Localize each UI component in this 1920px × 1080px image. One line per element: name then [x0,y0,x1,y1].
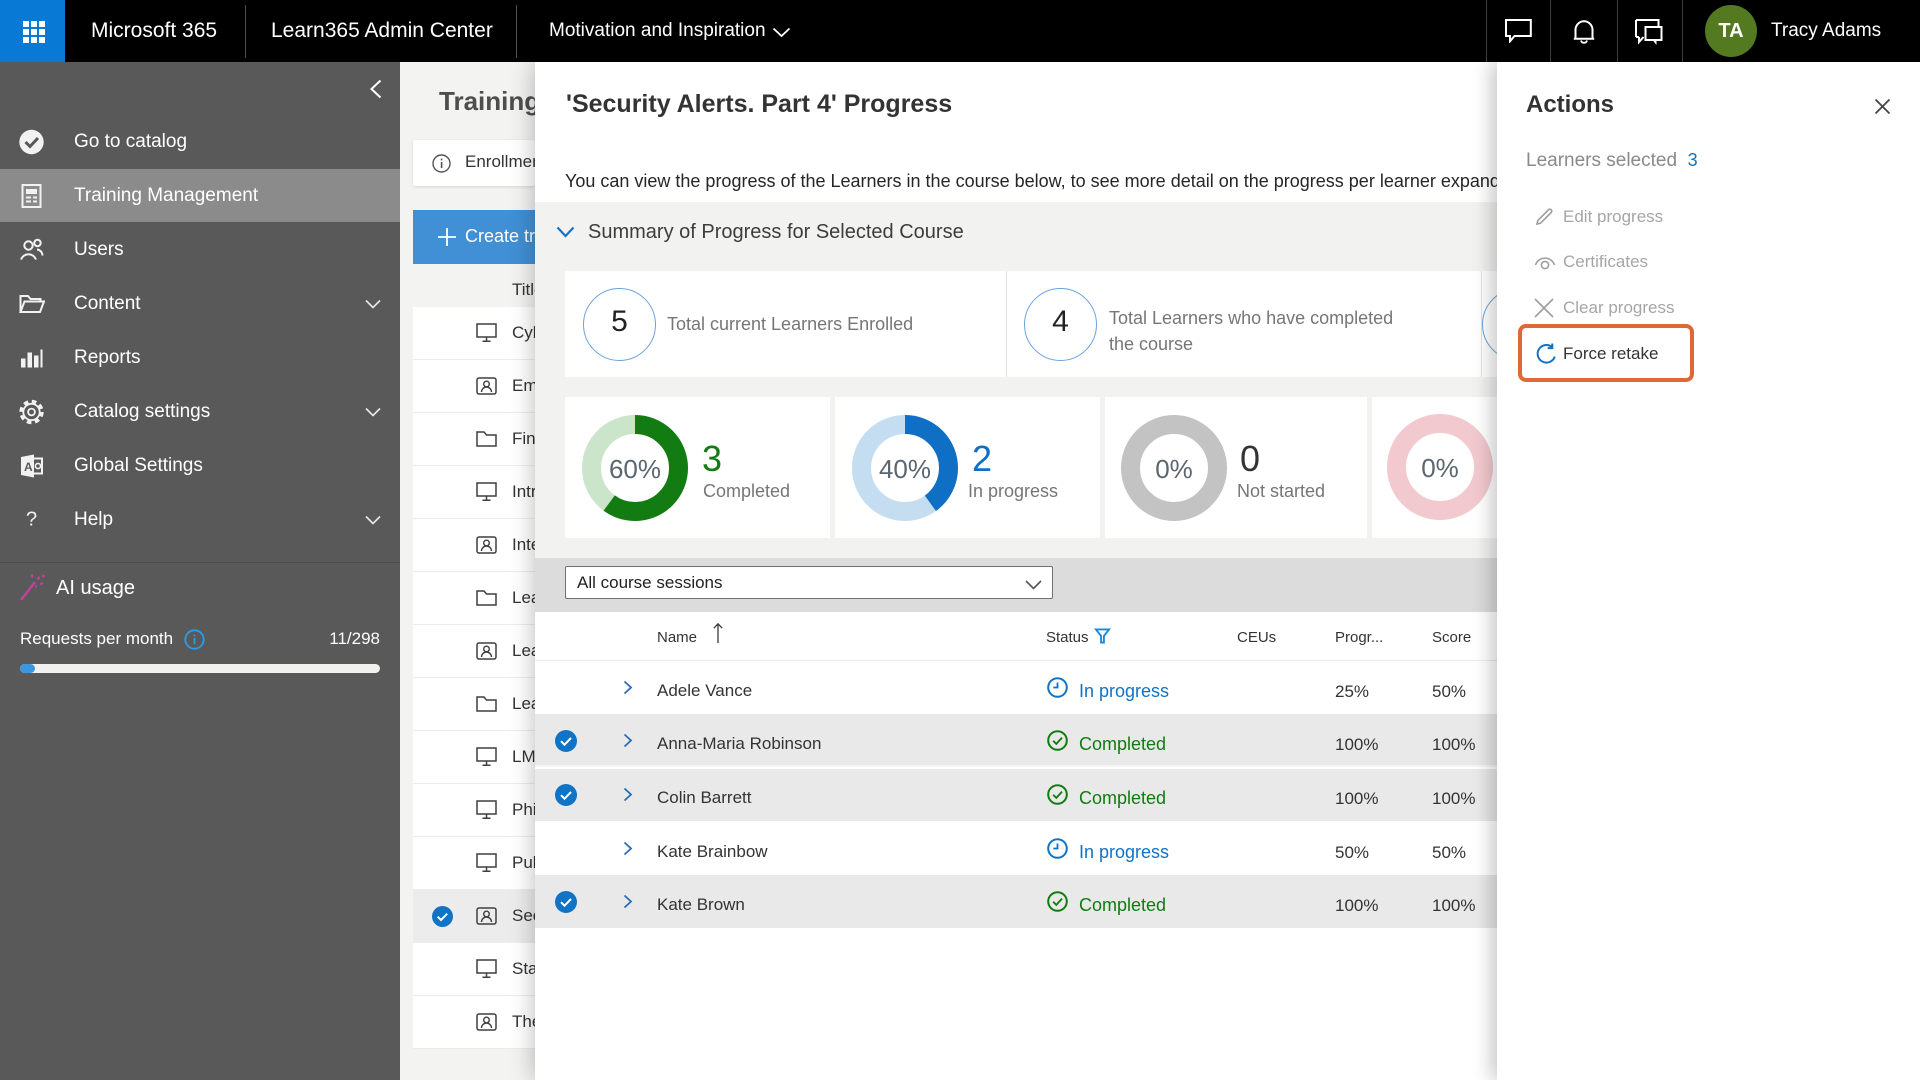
svg-text:A: A [24,460,33,474]
